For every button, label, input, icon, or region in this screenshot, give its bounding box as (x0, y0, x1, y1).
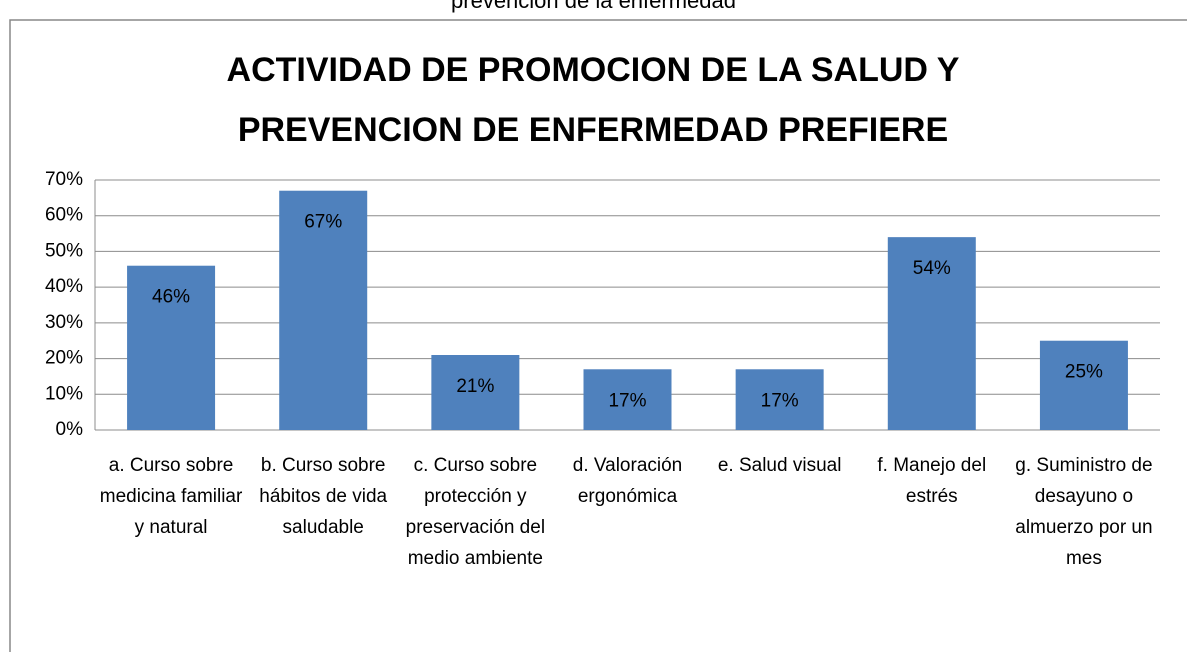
x-tick-label: e. Salud visual (717, 455, 842, 476)
bar (887, 237, 976, 430)
bar (1039, 340, 1128, 430)
data-label: 46% (152, 287, 190, 308)
y-tick-label: 20% (45, 348, 83, 369)
x-tick-label: a. Curso sobre medicina familiar y natur… (99, 455, 243, 538)
caption: prevención de la enfermedad (451, 0, 736, 13)
data-label: 67% (304, 212, 342, 233)
bar (431, 355, 520, 430)
x-tick-label: c. Curso sobre protección y preservación… (405, 455, 546, 569)
data-label: 54% (913, 258, 951, 279)
bar (735, 369, 824, 430)
y-tick-label: 30% (45, 312, 83, 333)
x-tick-label: d. Valoración ergonómica (572, 455, 683, 507)
bar (583, 369, 672, 430)
y-tick-label: 40% (45, 276, 83, 297)
x-tick-label: f. Manejo del estrés (877, 455, 987, 507)
data-label: 17% (608, 390, 646, 411)
chart-title: ACTIVIDAD DE PROMOCION DE LA SALUD Y PRE… (226, 51, 960, 149)
data-label: 17% (761, 390, 799, 411)
data-label: 25% (1065, 362, 1103, 383)
y-tick-label: 60% (45, 205, 83, 226)
bar (279, 190, 368, 430)
y-tick-label: 50% (45, 240, 83, 261)
y-tick-label: 10% (45, 383, 83, 404)
chart-border (9, 19, 1187, 652)
bar (127, 265, 216, 430)
x-tick-label: g. Suministro de desayuno o almuerzo por… (1015, 455, 1153, 569)
y-tick-label: 70% (45, 169, 83, 190)
data-label: 21% (456, 376, 494, 397)
x-tick-label: b. Curso sobre hábitos de vida saludable (259, 455, 388, 538)
y-tick-label: 0% (56, 419, 84, 440)
